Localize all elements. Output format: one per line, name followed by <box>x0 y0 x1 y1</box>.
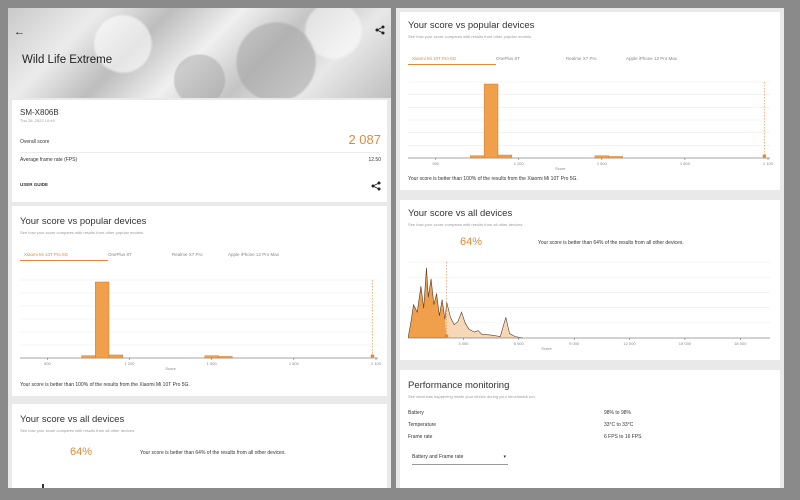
histogram-bar <box>218 356 233 359</box>
divider <box>20 152 381 153</box>
share-icon[interactable] <box>375 22 385 40</box>
histogram-bar <box>483 83 499 159</box>
popular-devices-card: Your score vs popular devices See how yo… <box>12 206 387 396</box>
distribution-below-score <box>408 267 447 338</box>
histogram-bar <box>95 281 110 359</box>
x-tick-label: 6 000 <box>514 341 525 346</box>
your-score-marker <box>762 154 767 158</box>
all-subtitle: See how your score compares with results… <box>20 428 136 433</box>
x-tick-label: 3 000 <box>458 341 469 346</box>
x-tick-label: 2 100 <box>763 161 774 166</box>
all-result-text: Your score is better than 64% of the res… <box>140 450 286 456</box>
metric-dropdown-value: Battery and Frame rate <box>412 454 464 460</box>
histogram-bar <box>470 155 485 159</box>
popular-devices-card: Your score vs popular devices See how yo… <box>400 12 780 190</box>
x-tick-label: 18 000 <box>734 341 747 346</box>
user-guide-link[interactable]: USER GUIDE <box>20 182 49 187</box>
overall-score-label: Overall score <box>20 139 50 145</box>
x-tick-label: 900 <box>44 361 51 366</box>
device-name: SM-X806B <box>20 108 59 117</box>
x-tick-label: 900 <box>432 161 439 166</box>
metric-dropdown[interactable]: Battery and Frame rate ▾ <box>412 454 508 465</box>
histogram-bar <box>497 154 513 159</box>
all-result-text: Your score is better than 64% of the res… <box>538 240 684 246</box>
perf-title: Performance monitoring <box>408 380 510 391</box>
x-tick-label: 1 800 <box>680 161 691 166</box>
share-icon[interactable] <box>371 178 381 196</box>
overall-score-value: 2 087 <box>348 132 381 147</box>
popular-subtitle: See how your score compares with results… <box>20 230 145 235</box>
all-devices-card: Your score vs all devices See how your s… <box>12 404 387 488</box>
device-tabs: Xiaomi Mi 10T Pro 5G OnePlus 8T Realme X… <box>20 252 279 261</box>
popular-chart: 900 1 200 1 500 1 800 2 100 Score <box>408 81 774 171</box>
all-title: Your score vs all devices <box>408 208 513 219</box>
all-title: Your score vs all devices <box>20 414 125 425</box>
x-tick-label: 12 000 <box>623 341 636 346</box>
framerate-label: Frame rate <box>408 434 433 440</box>
popular-result-text: Your score is better than 100% of the re… <box>408 176 578 182</box>
performance-card: Performance monitoring See what was happ… <box>400 370 780 488</box>
popular-result-text: Your score is better than 100% of the re… <box>20 382 190 388</box>
chevron-down-icon: ▾ <box>503 454 506 460</box>
histogram-bar <box>204 355 219 359</box>
histogram-bar <box>608 156 623 159</box>
x-tick-label: 1 800 <box>289 361 300 366</box>
x-axis-label: Score <box>165 366 176 371</box>
x-axis-label: Score <box>555 166 566 171</box>
x-tick-label: 1 200 <box>514 161 525 166</box>
tab-iphone[interactable]: Apple iPhone 12 Pro Max <box>228 252 280 257</box>
popular-subtitle: See how your score compares with results… <box>408 34 533 39</box>
chart-fragment <box>42 484 44 488</box>
histogram-bar <box>594 155 610 159</box>
back-arrow-icon[interactable]: ← <box>14 26 25 38</box>
page-title: Wild Life Extreme <box>22 54 113 66</box>
hero-banner <box>8 8 391 98</box>
fps-label: Average frame rate (FPS) <box>20 157 78 163</box>
perf-subtitle: See what was happening inside your devic… <box>408 394 536 399</box>
all-percent: 64% <box>70 446 93 458</box>
fps-value: 12.50 <box>368 157 381 163</box>
tab-oneplus[interactable]: OnePlus 8T <box>496 56 520 61</box>
distribution-line <box>408 267 523 339</box>
your-score-marker <box>444 334 449 338</box>
device-date: Thu 26, 2022 10:49 <box>20 118 55 123</box>
x-tick-label: 9 000 <box>569 341 580 346</box>
x-tick-label: 15 000 <box>679 341 692 346</box>
temperature-label: Temperature <box>408 422 437 428</box>
tab-xiaomi[interactable]: Xiaomi Mi 10T Pro 5G <box>20 252 108 261</box>
temperature-value: 33°C to 33°C <box>604 422 634 428</box>
all-devices-chart: 3 000 6 000 9 000 12 000 15 000 18 000 Score <box>408 261 770 351</box>
x-tick-label: 1 200 <box>125 361 136 366</box>
tab-iphone[interactable]: Apple iPhone 12 Pro Max <box>626 56 678 61</box>
x-tick-label: 1 500 <box>597 161 608 166</box>
tab-oneplus[interactable]: OnePlus 8T <box>108 252 132 257</box>
all-subtitle: See how your score compares with results… <box>408 222 524 227</box>
popular-title: Your score vs popular devices <box>20 216 147 227</box>
tab-xiaomi[interactable]: Xiaomi Mi 10T Pro 5G <box>408 56 496 65</box>
tab-realme[interactable]: Realme X7 Pro <box>172 252 203 257</box>
tab-realme[interactable]: Realme X7 Pro <box>566 56 597 61</box>
framerate-value: 6 FPS to 16 FPS <box>604 434 642 440</box>
right-panel: Your score vs popular devices See how yo… <box>396 8 784 488</box>
x-tick-label: 2 100 <box>371 361 382 366</box>
left-panel: ← Wild Life Extreme SM-X806B Thu 26, 202… <box>8 8 391 488</box>
battery-value: 98% to 98% <box>604 410 631 416</box>
histogram-bar <box>108 354 123 359</box>
all-devices-card: Your score vs all devices See how your s… <box>400 200 780 360</box>
your-score-marker <box>370 354 375 358</box>
device-card: SM-X806B Thu 26, 2022 10:49 Overall scor… <box>12 100 387 202</box>
popular-chart: 900 1 200 1 500 1 800 2 100 Score <box>20 279 382 371</box>
device-tabs: Xiaomi Mi 10T Pro 5G OnePlus 8T Realme X… <box>408 56 677 65</box>
popular-title: Your score vs popular devices <box>408 20 535 31</box>
x-tick-label: 1 500 <box>207 361 218 366</box>
all-percent: 64% <box>460 236 483 248</box>
histogram-bar <box>81 355 96 359</box>
battery-label: Battery <box>408 410 424 416</box>
x-axis-label: Score <box>541 346 552 351</box>
